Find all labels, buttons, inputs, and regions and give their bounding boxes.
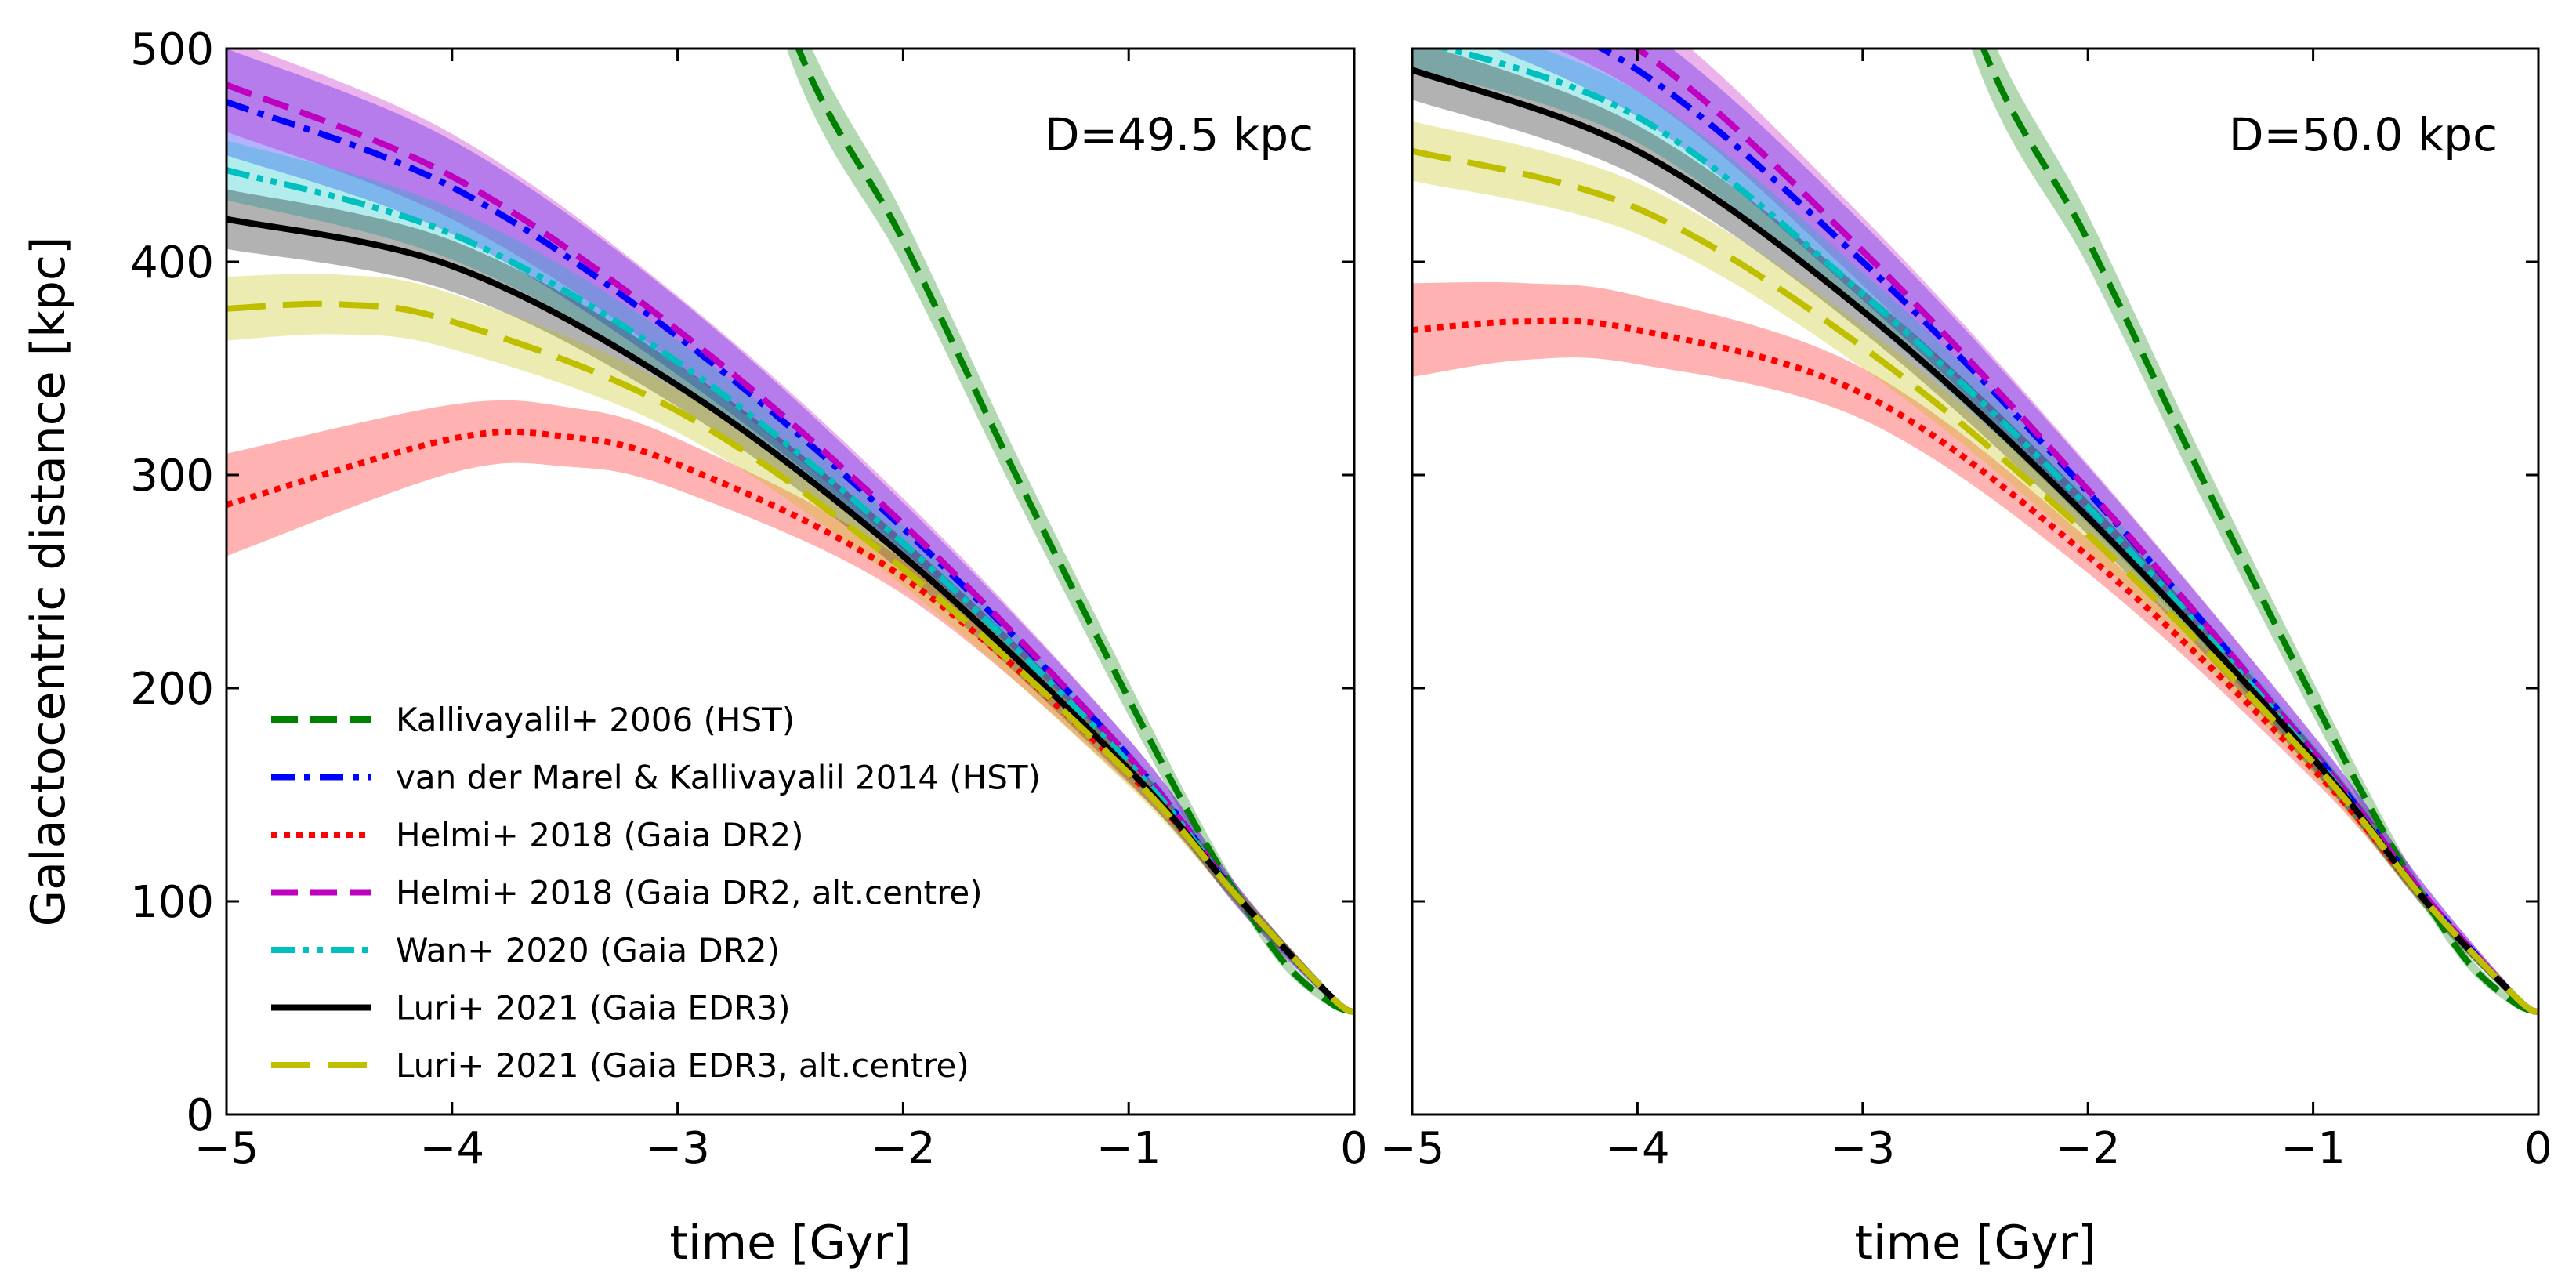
x-tick-label: −5 — [194, 1123, 259, 1174]
band-2 — [226, 400, 1354, 1015]
x-tick-label: −1 — [1096, 1123, 1161, 1174]
x-axis-label: time [Gyr] — [669, 1216, 911, 1270]
x-tick-label: −2 — [871, 1123, 936, 1174]
panel-right: −5 −4 −3 −2 −1 0 time [Gyr] D=50.0 kpc — [1380, 47, 2552, 1270]
y-tick-label: 200 — [130, 664, 214, 715]
y-tick-label: 500 — [130, 24, 214, 75]
legend: Kallivayalil+ 2006 (HST) van der Marel & … — [271, 701, 1041, 1085]
series-line-4 — [226, 167, 1354, 1016]
band-2 — [1412, 282, 2538, 1015]
legend-label-4: Wan+ 2020 (Gaia DR2) — [396, 931, 780, 969]
x-tick-label: −4 — [420, 1123, 485, 1174]
distance-annotation: D=49.5 kpc — [1045, 108, 1313, 161]
panel-left: −5 −4 −3 −2 −1 0 0 100 200 300 400 500 time [Gyr] Gal… — [21, 24, 1368, 1270]
legend-label-6: Luri+ 2021 (Gaia EDR3, alt.centre) — [396, 1046, 969, 1085]
x-tick-label: 0 — [2524, 1123, 2552, 1174]
legend-label-1: van der Marel & Kallivayalil 2014 (HST) — [396, 759, 1041, 797]
y-tick-label: 0 — [186, 1090, 214, 1141]
legend-label-0: Kallivayalil+ 2006 (HST) — [396, 701, 795, 739]
plot-area — [226, 49, 1354, 1016]
x-tick-label: −5 — [1380, 1123, 1445, 1174]
x-tick-label: −4 — [1605, 1123, 1670, 1174]
legend-label-2: Helmi+ 2018 (Gaia DR2) — [396, 816, 804, 854]
distance-annotation: D=50.0 kpc — [2229, 108, 2498, 161]
axes-frame — [225, 47, 1356, 1116]
band-1 — [226, 49, 1354, 1015]
y-axis-label: Galactocentric distance [kpc] — [21, 237, 76, 927]
x-tick-label: −3 — [1831, 1123, 1896, 1174]
series-line-6 — [1412, 147, 2538, 1016]
legend-label-3: Helmi+ 2018 (Gaia DR2, alt.centre) — [396, 874, 983, 912]
y-tick-label: 300 — [130, 451, 214, 502]
plot-area — [1412, 49, 2538, 1016]
legend-label-5: Luri+ 2021 (Gaia EDR3) — [396, 989, 791, 1027]
x-tick-label: −3 — [645, 1123, 710, 1174]
x-axis-label: time [Gyr] — [1854, 1216, 2096, 1270]
x-tick-label: 0 — [1340, 1123, 1368, 1174]
y-tick-label: 100 — [130, 877, 214, 928]
band-6 — [1412, 121, 2538, 1015]
series-line-6 — [226, 300, 1354, 1016]
y-tick-label: 400 — [130, 237, 214, 288]
x-tick-label: −2 — [2056, 1123, 2121, 1174]
band-3 — [226, 49, 1354, 1015]
x-tick-label: −1 — [2281, 1123, 2346, 1174]
axes-frame — [1411, 47, 2540, 1116]
